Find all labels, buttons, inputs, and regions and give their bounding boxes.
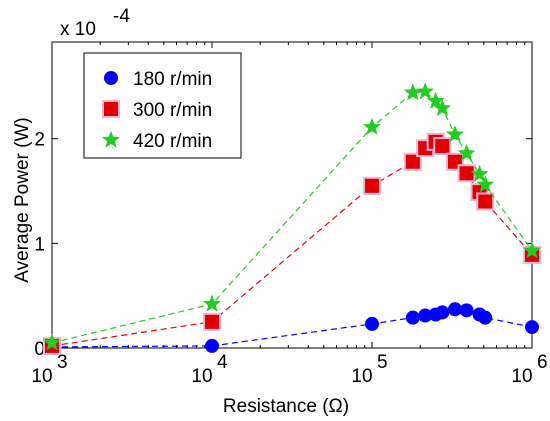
data-point <box>457 164 476 183</box>
data-point <box>470 164 489 182</box>
data-point <box>405 310 420 325</box>
legend-marker <box>102 100 120 118</box>
data-point <box>476 192 495 211</box>
data-point <box>447 302 462 317</box>
legend-marker <box>102 130 120 148</box>
x-tick-exponent: 3 <box>57 352 68 373</box>
x-tick-exponent: 5 <box>377 352 388 373</box>
data-point <box>365 316 379 331</box>
data-point <box>525 320 539 335</box>
series-line <box>51 308 533 348</box>
data-point <box>203 294 221 312</box>
y-multiplier-exponent: -4 <box>113 6 130 27</box>
data-point <box>523 241 541 259</box>
series-0 <box>45 302 539 354</box>
y-axis-label: Average Power (W) <box>12 117 33 282</box>
data-point <box>403 152 422 171</box>
series-2 <box>43 82 541 351</box>
data-point <box>363 176 381 195</box>
y-multiplier-label: x 10 <box>60 19 96 40</box>
data-point <box>416 82 435 100</box>
legend-entry: 300 r/min <box>102 100 212 121</box>
x-tick-exponent: 4 <box>217 352 228 373</box>
y-tick-label: 1 <box>34 234 45 255</box>
plot-area <box>51 41 533 349</box>
data-point <box>43 333 61 351</box>
legend-marker <box>104 71 118 85</box>
x-tick-label: 10 <box>351 366 372 387</box>
x-tick-exponent: 6 <box>537 352 548 373</box>
series-1 <box>43 132 541 355</box>
data-point <box>203 312 221 331</box>
data-point <box>205 338 219 353</box>
y-tick-label: 2 <box>34 130 45 151</box>
data-point <box>435 305 450 320</box>
legend-entry: 180 r/min <box>104 69 212 90</box>
data-point <box>433 137 452 156</box>
x-tick-label: 10 <box>191 366 212 387</box>
data-point <box>363 117 381 135</box>
x-axis-label: Resistance (Ω) <box>223 396 349 417</box>
data-point <box>457 143 476 161</box>
data-point <box>459 303 474 318</box>
y-tick-label: 0 <box>34 339 45 360</box>
data-point <box>446 125 464 143</box>
legend-label: 300 r/min <box>133 100 212 121</box>
legend-label: 180 r/min <box>133 69 212 90</box>
data-point <box>426 91 445 109</box>
data-point <box>433 98 452 116</box>
x-tick-label: 10 <box>511 366 532 387</box>
legend-entry: 420 r/min <box>102 130 212 152</box>
legend-label: 420 r/min <box>133 131 212 152</box>
legend: 180 r/min 300 r/min 420 r/min <box>83 52 242 159</box>
x-tick-label: 10 <box>31 366 52 387</box>
series-layer <box>43 82 541 355</box>
plot-frame <box>51 41 533 349</box>
data-point <box>478 310 493 325</box>
data-point <box>403 83 422 101</box>
data-point <box>476 175 495 193</box>
